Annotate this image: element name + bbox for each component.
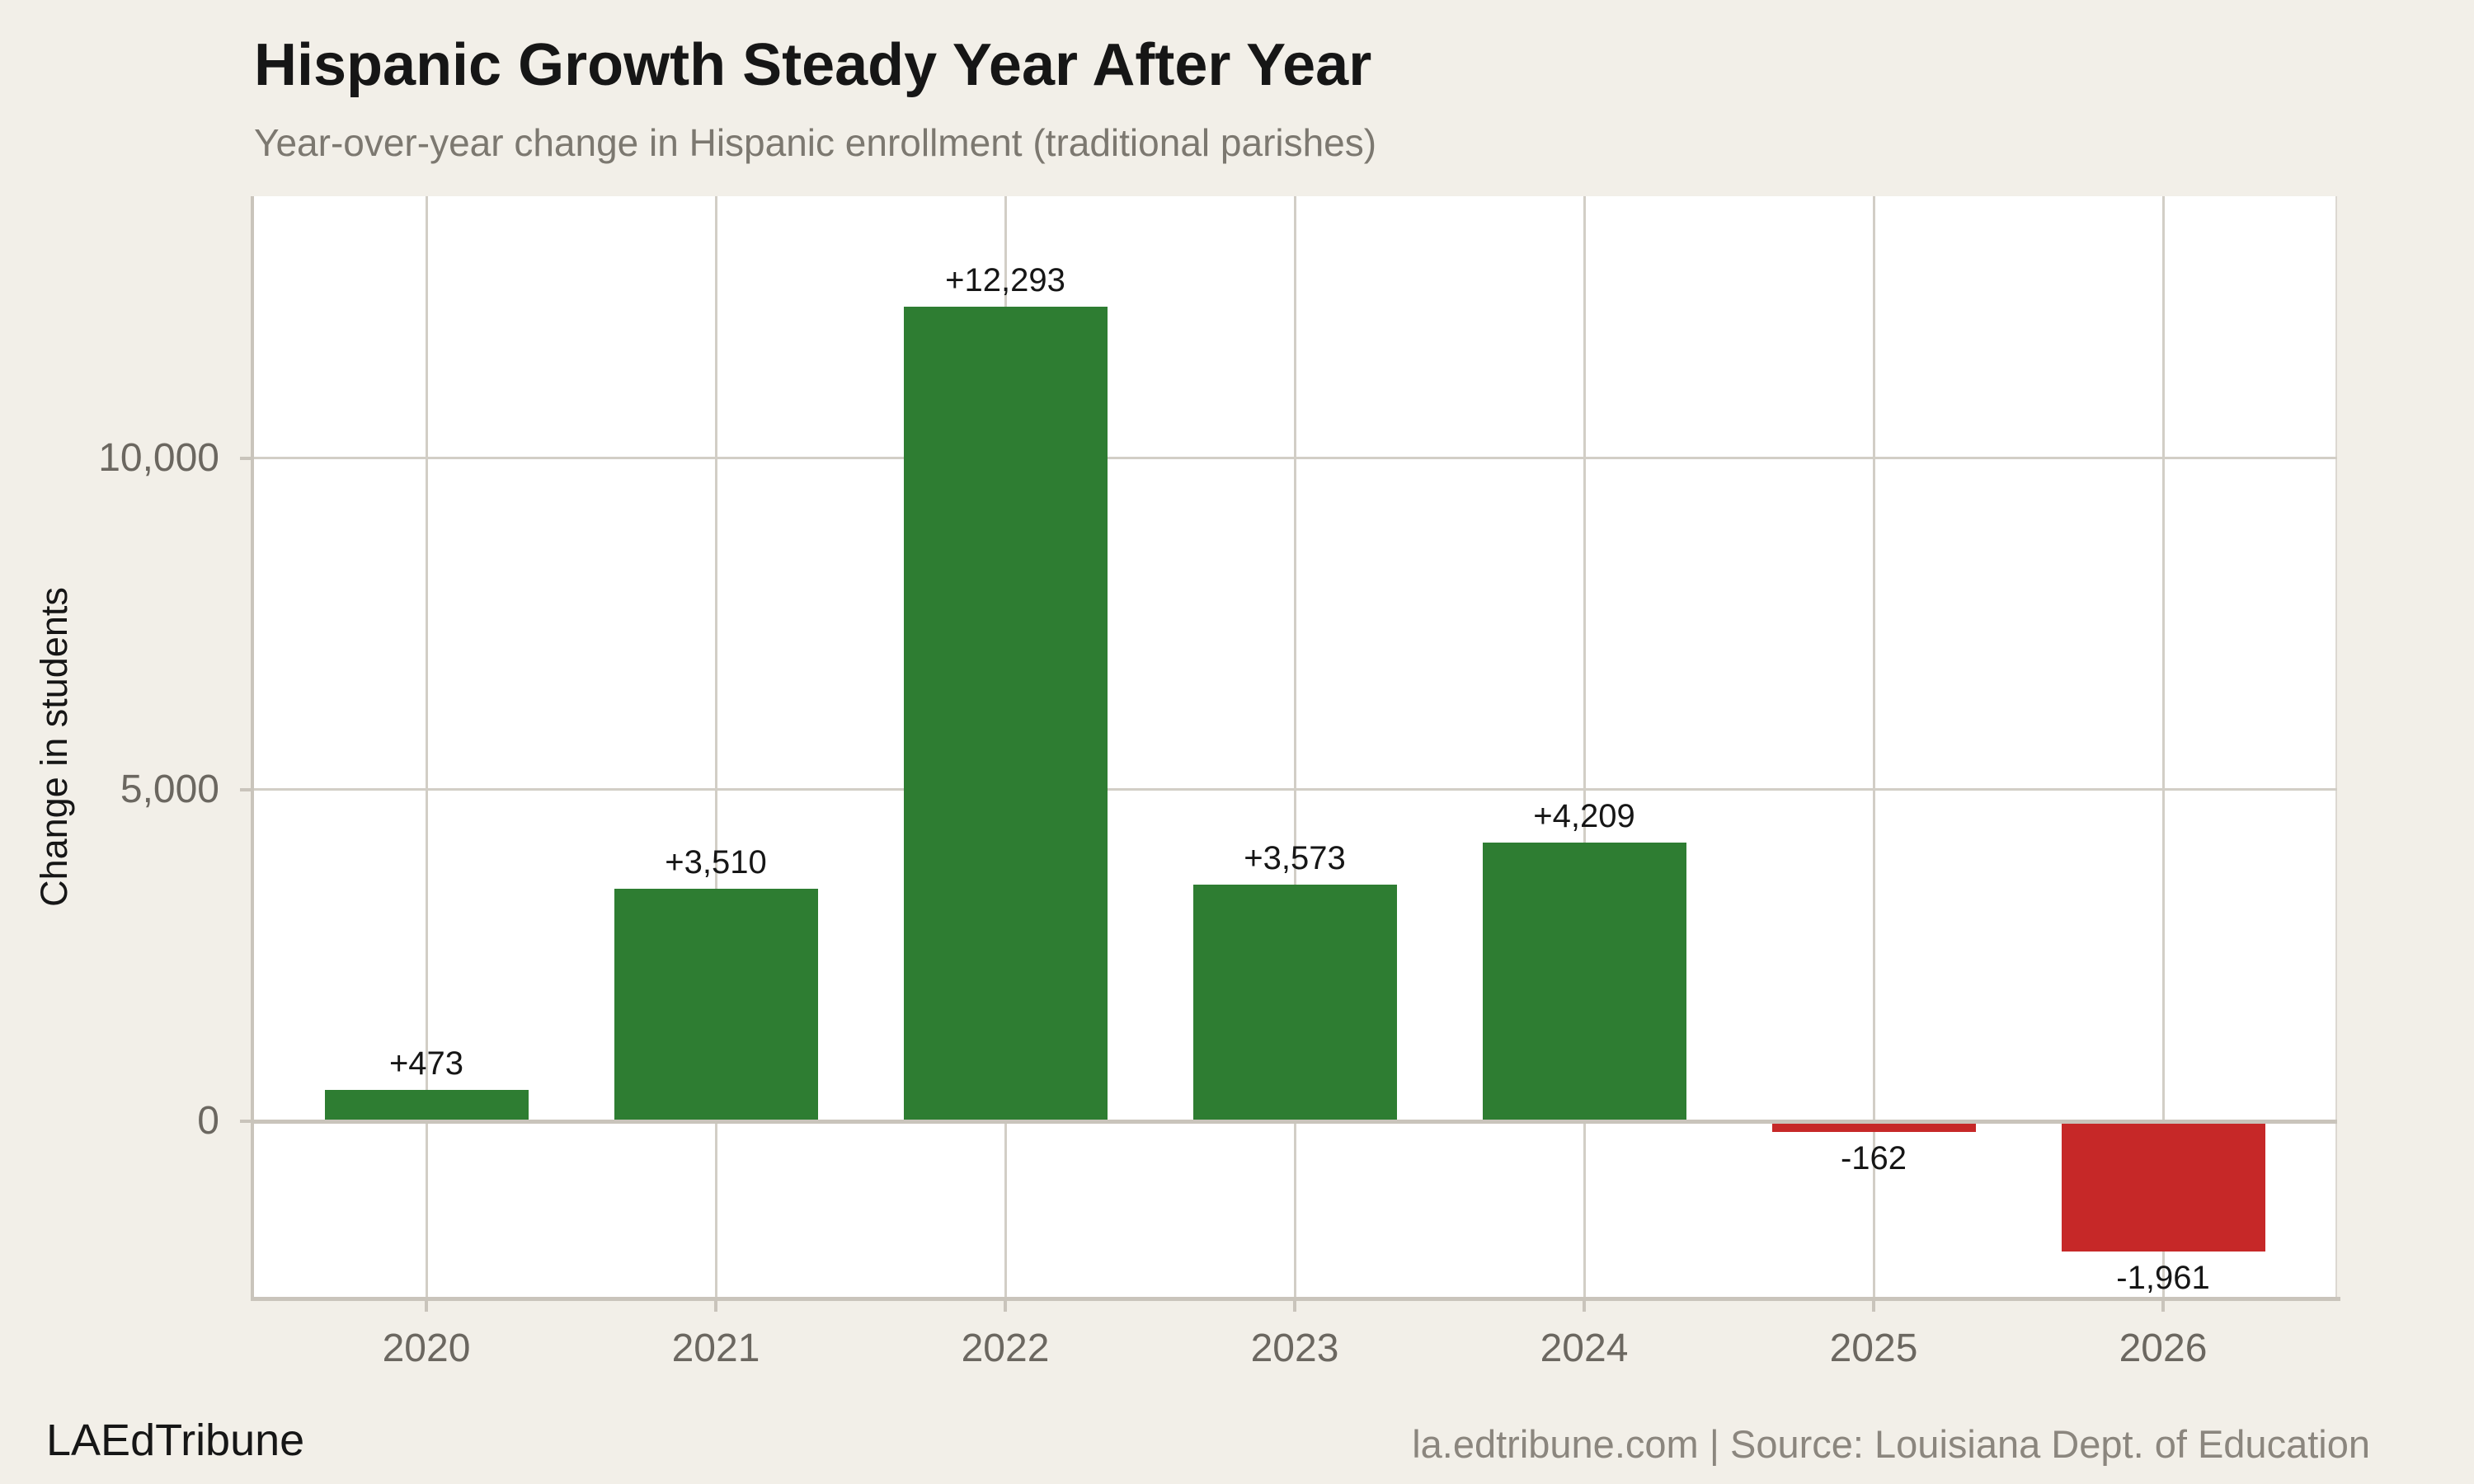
gridline-vertical-2021 [714,196,717,1298]
x-tick-mark-2023 [1293,1300,1296,1312]
bar-2025 [1771,1121,1976,1133]
bar-2020 [324,1089,529,1121]
gridline-vertical-2026 [2161,196,2165,1298]
bar-value-label-2022: +12,293 [945,261,1065,298]
y-tick-mark [240,787,252,791]
y-tick-mark [240,1120,252,1123]
y-tick-label: 5,000 [120,767,219,811]
gridline-vertical-2023 [1293,196,1296,1298]
x-tick-label-2022: 2022 [961,1327,1050,1370]
bar-value-label-2025: -162 [1840,1140,1907,1177]
bar-value-label-2021: +3,510 [665,843,767,881]
x-tick-label-2025: 2025 [1829,1327,1918,1370]
x-tick-mark-2021 [714,1300,717,1312]
y-axis-line [251,196,254,1301]
x-tick-mark-2025 [1872,1300,1875,1312]
y-tick-label: 10,000 [98,435,219,480]
x-tick-label-2024: 2024 [1540,1327,1629,1370]
bar-2024 [1482,842,1686,1121]
gridline-vertical-2020 [425,196,428,1298]
zero-baseline [252,1120,2337,1124]
chart-title: Hispanic Growth Steady Year After Year [254,32,1372,98]
footer-brand: LAEdTribune [46,1416,305,1465]
x-tick-label-2021: 2021 [671,1327,760,1370]
x-axis-line [251,1297,2340,1301]
x-tick-mark-2020 [425,1300,428,1312]
bar-2023 [1192,884,1397,1121]
x-tick-mark-2024 [1583,1300,1586,1312]
bar-value-label-2023: +3,573 [1244,839,1346,876]
bar-2022 [903,306,1108,1121]
bar-value-label-2026: -1,961 [2116,1259,2210,1296]
bar-value-label-2024: +4,209 [1533,797,1635,834]
y-axis-title: Change in students [33,587,75,907]
bar-value-label-2020: +473 [388,1045,464,1082]
x-tick-label-2023: 2023 [1250,1327,1339,1370]
footer-source-attribution: la.edtribune.com | Source: Louisiana Dep… [1412,1422,2370,1466]
bar-2026 [2061,1121,2265,1252]
y-tick-mark [240,456,252,460]
x-tick-label-2020: 2020 [382,1327,471,1370]
bar-2021 [614,888,818,1121]
chart-subtitle: Year-over-year change in Hispanic enroll… [254,121,1377,164]
y-tick-label: 0 [197,1099,219,1143]
gridline-vertical-2024 [1583,196,1586,1298]
x-tick-mark-2022 [1004,1300,1007,1312]
x-tick-mark-2026 [2161,1300,2165,1312]
gridline-vertical-2025 [1872,196,1875,1298]
plot-right-spine [2335,196,2337,1298]
x-tick-label-2026: 2026 [2119,1327,2208,1370]
